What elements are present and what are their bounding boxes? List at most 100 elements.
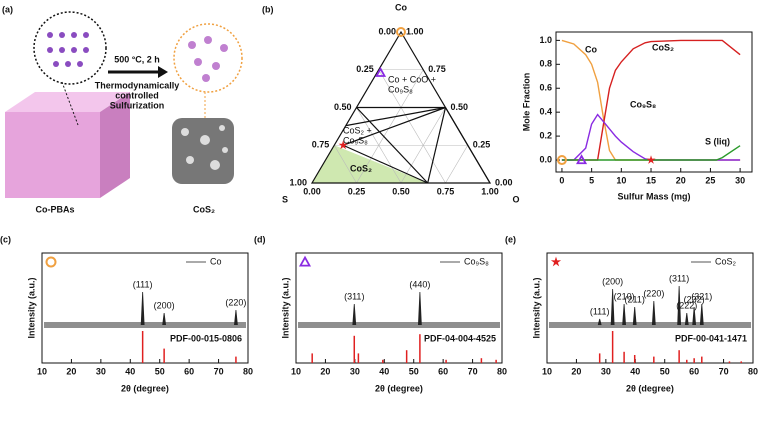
x-tick-label: 60 <box>438 366 448 376</box>
y-tick-label: 0.2 <box>539 130 552 140</box>
x-axis-title: 2θ (degree) <box>375 383 423 393</box>
tick-label: 0.25 <box>356 64 374 74</box>
material-label: Co-PBAs <box>35 204 74 214</box>
marker <box>576 154 588 165</box>
x-tick-label: 20 <box>320 366 330 376</box>
tick-label: 0.75 <box>437 186 455 196</box>
peak <box>699 303 704 326</box>
cube-side <box>100 92 130 198</box>
peak-label: (440) <box>409 279 430 289</box>
tick-label: 0.00 <box>495 177 513 187</box>
material-label: CoS₂ <box>193 204 215 214</box>
x-tick-label: 30 <box>735 175 745 185</box>
tick-label: 0.25 <box>473 140 491 150</box>
x-tick-label: 40 <box>125 366 135 376</box>
region-label: Co + CoO + <box>388 74 436 84</box>
plot-frame <box>546 252 754 364</box>
x-tick-label: 70 <box>468 366 478 376</box>
region-label: CoS₂ + <box>343 125 372 135</box>
x-axis-title: 2θ (degree) <box>121 383 169 393</box>
tick-label: 0.50 <box>451 102 469 112</box>
peak <box>417 291 422 326</box>
panel-label: (c) <box>0 234 11 244</box>
tick-label: 1.00 <box>289 177 307 187</box>
x-tick-label: 25 <box>705 175 715 185</box>
zoom-circle <box>173 23 243 93</box>
x-tick-label: 0 <box>559 175 564 185</box>
cube-front <box>5 112 100 198</box>
peak-label: (232) <box>684 294 705 304</box>
peak <box>234 309 238 326</box>
crystal <box>188 36 228 82</box>
plot-frame <box>295 252 503 364</box>
peak-label: (200) <box>154 300 175 310</box>
green-region <box>312 145 428 183</box>
grid-line <box>333 145 357 184</box>
reference-label: PDF-00-041-1471 <box>675 333 747 343</box>
panel-label: (d) <box>254 234 266 244</box>
peak <box>352 303 357 326</box>
y-tick-label: 0.6 <box>539 83 552 93</box>
tick-label: 0.50 <box>392 186 410 196</box>
y-tick-label: 0.0 <box>539 154 552 164</box>
grid-line <box>445 145 469 184</box>
x-tick-label: 15 <box>646 175 656 185</box>
peak <box>597 318 602 326</box>
phase-boundary <box>427 107 447 184</box>
marker <box>556 155 567 166</box>
schematic <box>5 11 243 198</box>
legend-label: Co <box>210 256 222 266</box>
tick-label: 0.00 <box>378 26 396 36</box>
legend-label: CoS₂ <box>715 256 737 266</box>
x-tick-label: 10 <box>37 366 47 376</box>
peak-label: (211) <box>625 294 645 304</box>
x-tick-label: 20 <box>571 366 581 376</box>
x-tick-label: 80 <box>497 366 507 376</box>
marker <box>396 27 406 37</box>
pores <box>181 125 228 170</box>
x-axis-title: 2θ (degree) <box>626 383 674 393</box>
tick-label: 1.00 <box>406 26 424 36</box>
peak-label: (311) <box>669 273 689 283</box>
region-label: CoS₂ <box>350 163 372 173</box>
x-tick-label: 70 <box>719 366 729 376</box>
phase-boundary <box>342 144 428 184</box>
x-tick-label: 40 <box>379 366 389 376</box>
x-tick-label: 30 <box>601 366 611 376</box>
peak <box>677 285 682 326</box>
peak-label: (220) <box>643 288 664 298</box>
x-tick-label: 60 <box>689 366 699 376</box>
zoom-circle <box>33 11 107 85</box>
y-axis-title: Intensity (a.u.) <box>531 277 541 338</box>
x-tick-label: 80 <box>243 366 253 376</box>
peak-label: (210) <box>614 291 635 301</box>
peak <box>610 288 615 326</box>
x-tick-label: 20 <box>66 366 76 376</box>
x-tick-label: 30 <box>350 366 360 376</box>
y-axis-title: Intensity (a.u.) <box>280 277 290 338</box>
x-tick-label: 10 <box>291 366 301 376</box>
x-tick-label: 80 <box>748 366 758 376</box>
grid-line <box>356 107 402 184</box>
process: Thermodynamically <box>95 80 180 90</box>
plot-frame <box>555 31 753 173</box>
peak <box>632 306 637 326</box>
x-tick-label: 20 <box>676 175 686 185</box>
tick-label: 0.75 <box>428 64 446 74</box>
y-tick-label: 1.0 <box>539 35 552 45</box>
x-tick-label: 10 <box>542 366 552 376</box>
region-label: Co₉S₈ <box>388 84 413 94</box>
peak-label: (111) <box>133 279 153 289</box>
peak <box>651 300 656 326</box>
lattice <box>47 32 89 67</box>
arrow-head <box>158 66 168 78</box>
plot-frame <box>41 252 249 364</box>
triangle-frame <box>310 30 492 184</box>
series-label: Co₉S₈ <box>630 99 656 109</box>
marker <box>298 255 312 267</box>
marker <box>45 256 57 268</box>
y-tick-label: 0.8 <box>539 59 552 69</box>
series-label: Co <box>585 44 597 54</box>
grid-line <box>400 107 446 184</box>
